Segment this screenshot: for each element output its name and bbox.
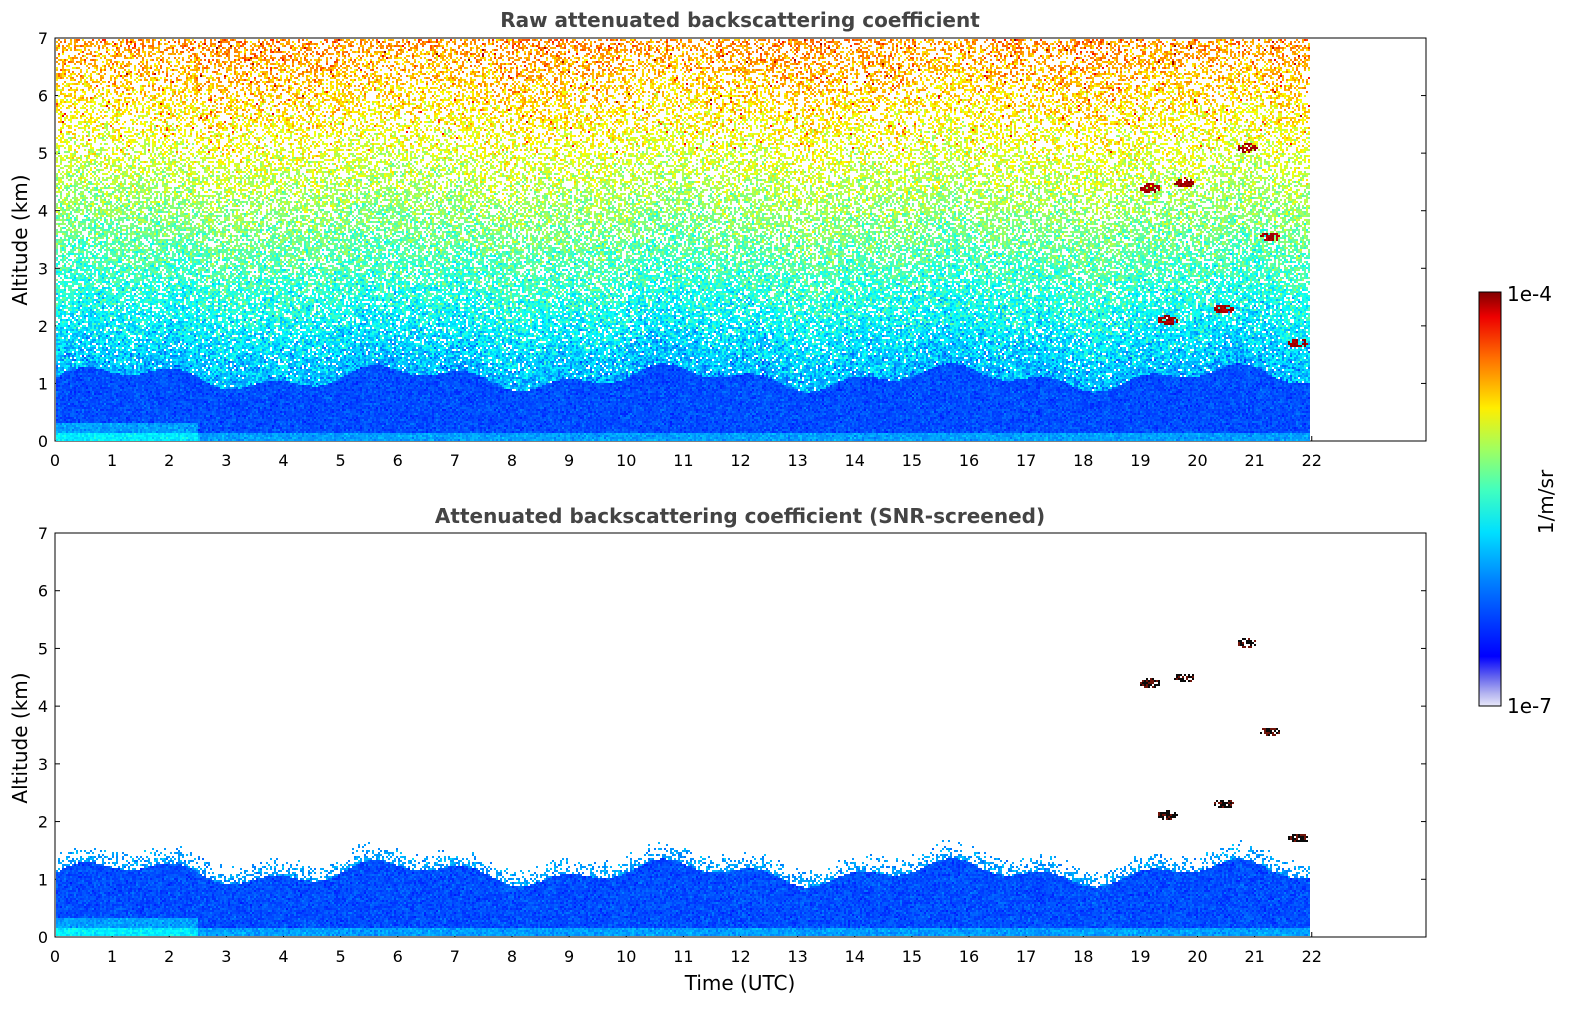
x-tick-label: 7	[450, 947, 460, 966]
x-tick-label: 12	[730, 451, 750, 470]
colorbar-max-label: 1e-4	[1507, 282, 1552, 306]
colorbar-unit-label: 1/m/sr	[1534, 469, 1558, 534]
x-tick-label: 18	[1073, 947, 1093, 966]
x-tick-label: 5	[336, 451, 346, 470]
panel-raw: Raw attenuated backscattering coefficien…	[8, 8, 1427, 470]
x-tick-label: 6	[393, 947, 403, 966]
x-tick-label: 21	[1244, 451, 1264, 470]
x-tick-label: 16	[959, 947, 979, 966]
x-tick-label: 2	[164, 947, 174, 966]
x-tick-label: 11	[673, 947, 693, 966]
panel-screened-xlabel: Time (UTC)	[684, 971, 796, 995]
x-tick-label: 0	[50, 451, 60, 470]
x-tick-label: 11	[673, 451, 693, 470]
panel-raw-title: Raw attenuated backscattering coefficien…	[500, 8, 980, 32]
panel-raw-frame	[54, 37, 1427, 442]
x-tick-label: 13	[787, 947, 807, 966]
x-tick-label: 4	[278, 947, 288, 966]
x-tick-label: 1	[107, 947, 117, 966]
y-tick-label: 5	[38, 144, 48, 163]
x-tick-label: 20	[1187, 451, 1207, 470]
x-tick-label: 15	[902, 947, 922, 966]
x-tick-label: 14	[845, 947, 865, 966]
x-tick-label: 8	[507, 947, 517, 966]
x-tick-label: 5	[336, 947, 346, 966]
x-tick-label: 10	[616, 947, 636, 966]
colorbar-gradient	[1478, 291, 1502, 707]
panel-screened-ylabel: Altitude (km)	[8, 672, 32, 803]
panel-raw-ticks: 0 1 2 3 4 5 6 7 8 9 10 11 12 13 14 15 16 17 18 19 20 21 220123…	[38, 29, 1426, 470]
y-tick-label: 6	[38, 582, 48, 601]
x-tick-label: 12	[730, 947, 750, 966]
y-tick-label: 7	[38, 29, 48, 48]
y-tick-label: 2	[38, 317, 48, 336]
panel-screened-ticks: 0 1 2 3 4 5 6 7 8 9 10 11 12 13 14 15 16 17 18 19 20 21 220123…	[38, 524, 1426, 966]
panel-screened-title: Attenuated backscattering coefficient (S…	[435, 504, 1045, 528]
y-tick-label: 5	[38, 639, 48, 658]
x-tick-label: 0	[50, 947, 60, 966]
y-tick-label: 1	[38, 870, 48, 889]
x-tick-label: 18	[1073, 451, 1093, 470]
y-tick-label: 0	[38, 432, 48, 451]
x-tick-label: 3	[221, 451, 231, 470]
x-tick-label: 19	[1130, 947, 1150, 966]
y-tick-label: 6	[38, 87, 48, 106]
panel-screened: Attenuated backscattering coefficient (S…	[8, 504, 1427, 995]
x-tick-label: 10	[616, 451, 636, 470]
panel-raw-ylabel: Altitude (km)	[8, 174, 32, 305]
y-tick-label: 2	[38, 813, 48, 832]
x-tick-label: 9	[564, 451, 574, 470]
x-tick-label: 9	[564, 947, 574, 966]
y-tick-label: 1	[38, 374, 48, 393]
x-tick-label: 22	[1302, 947, 1322, 966]
x-tick-label: 22	[1302, 451, 1322, 470]
x-tick-label: 17	[1016, 451, 1036, 470]
y-tick-label: 3	[38, 259, 48, 278]
colorbar: 1e-4 1e-7 1/m/sr	[1478, 282, 1558, 718]
x-tick-label: 3	[221, 947, 231, 966]
x-tick-label: 20	[1187, 947, 1207, 966]
x-tick-label: 8	[507, 451, 517, 470]
x-tick-label: 17	[1016, 947, 1036, 966]
x-tick-label: 21	[1244, 947, 1264, 966]
raw-backscatter-heatmap	[56, 39, 1310, 441]
x-tick-label: 7	[450, 451, 460, 470]
colorbar-min-label: 1e-7	[1507, 694, 1552, 718]
x-tick-label: 6	[393, 451, 403, 470]
x-tick-label: 14	[845, 451, 865, 470]
x-tick-label: 1	[107, 451, 117, 470]
y-tick-label: 0	[38, 928, 48, 947]
y-tick-label: 4	[38, 202, 48, 221]
panel-screened-frame	[54, 532, 1427, 938]
x-tick-label: 4	[278, 451, 288, 470]
x-tick-label: 13	[787, 451, 807, 470]
x-tick-label: 2	[164, 451, 174, 470]
x-tick-label: 19	[1130, 451, 1150, 470]
y-tick-label: 4	[38, 697, 48, 716]
y-tick-label: 3	[38, 755, 48, 774]
x-tick-label: 16	[959, 451, 979, 470]
y-tick-label: 7	[38, 524, 48, 543]
x-tick-label: 15	[902, 451, 922, 470]
screened-backscatter-heatmap	[56, 534, 1310, 936]
